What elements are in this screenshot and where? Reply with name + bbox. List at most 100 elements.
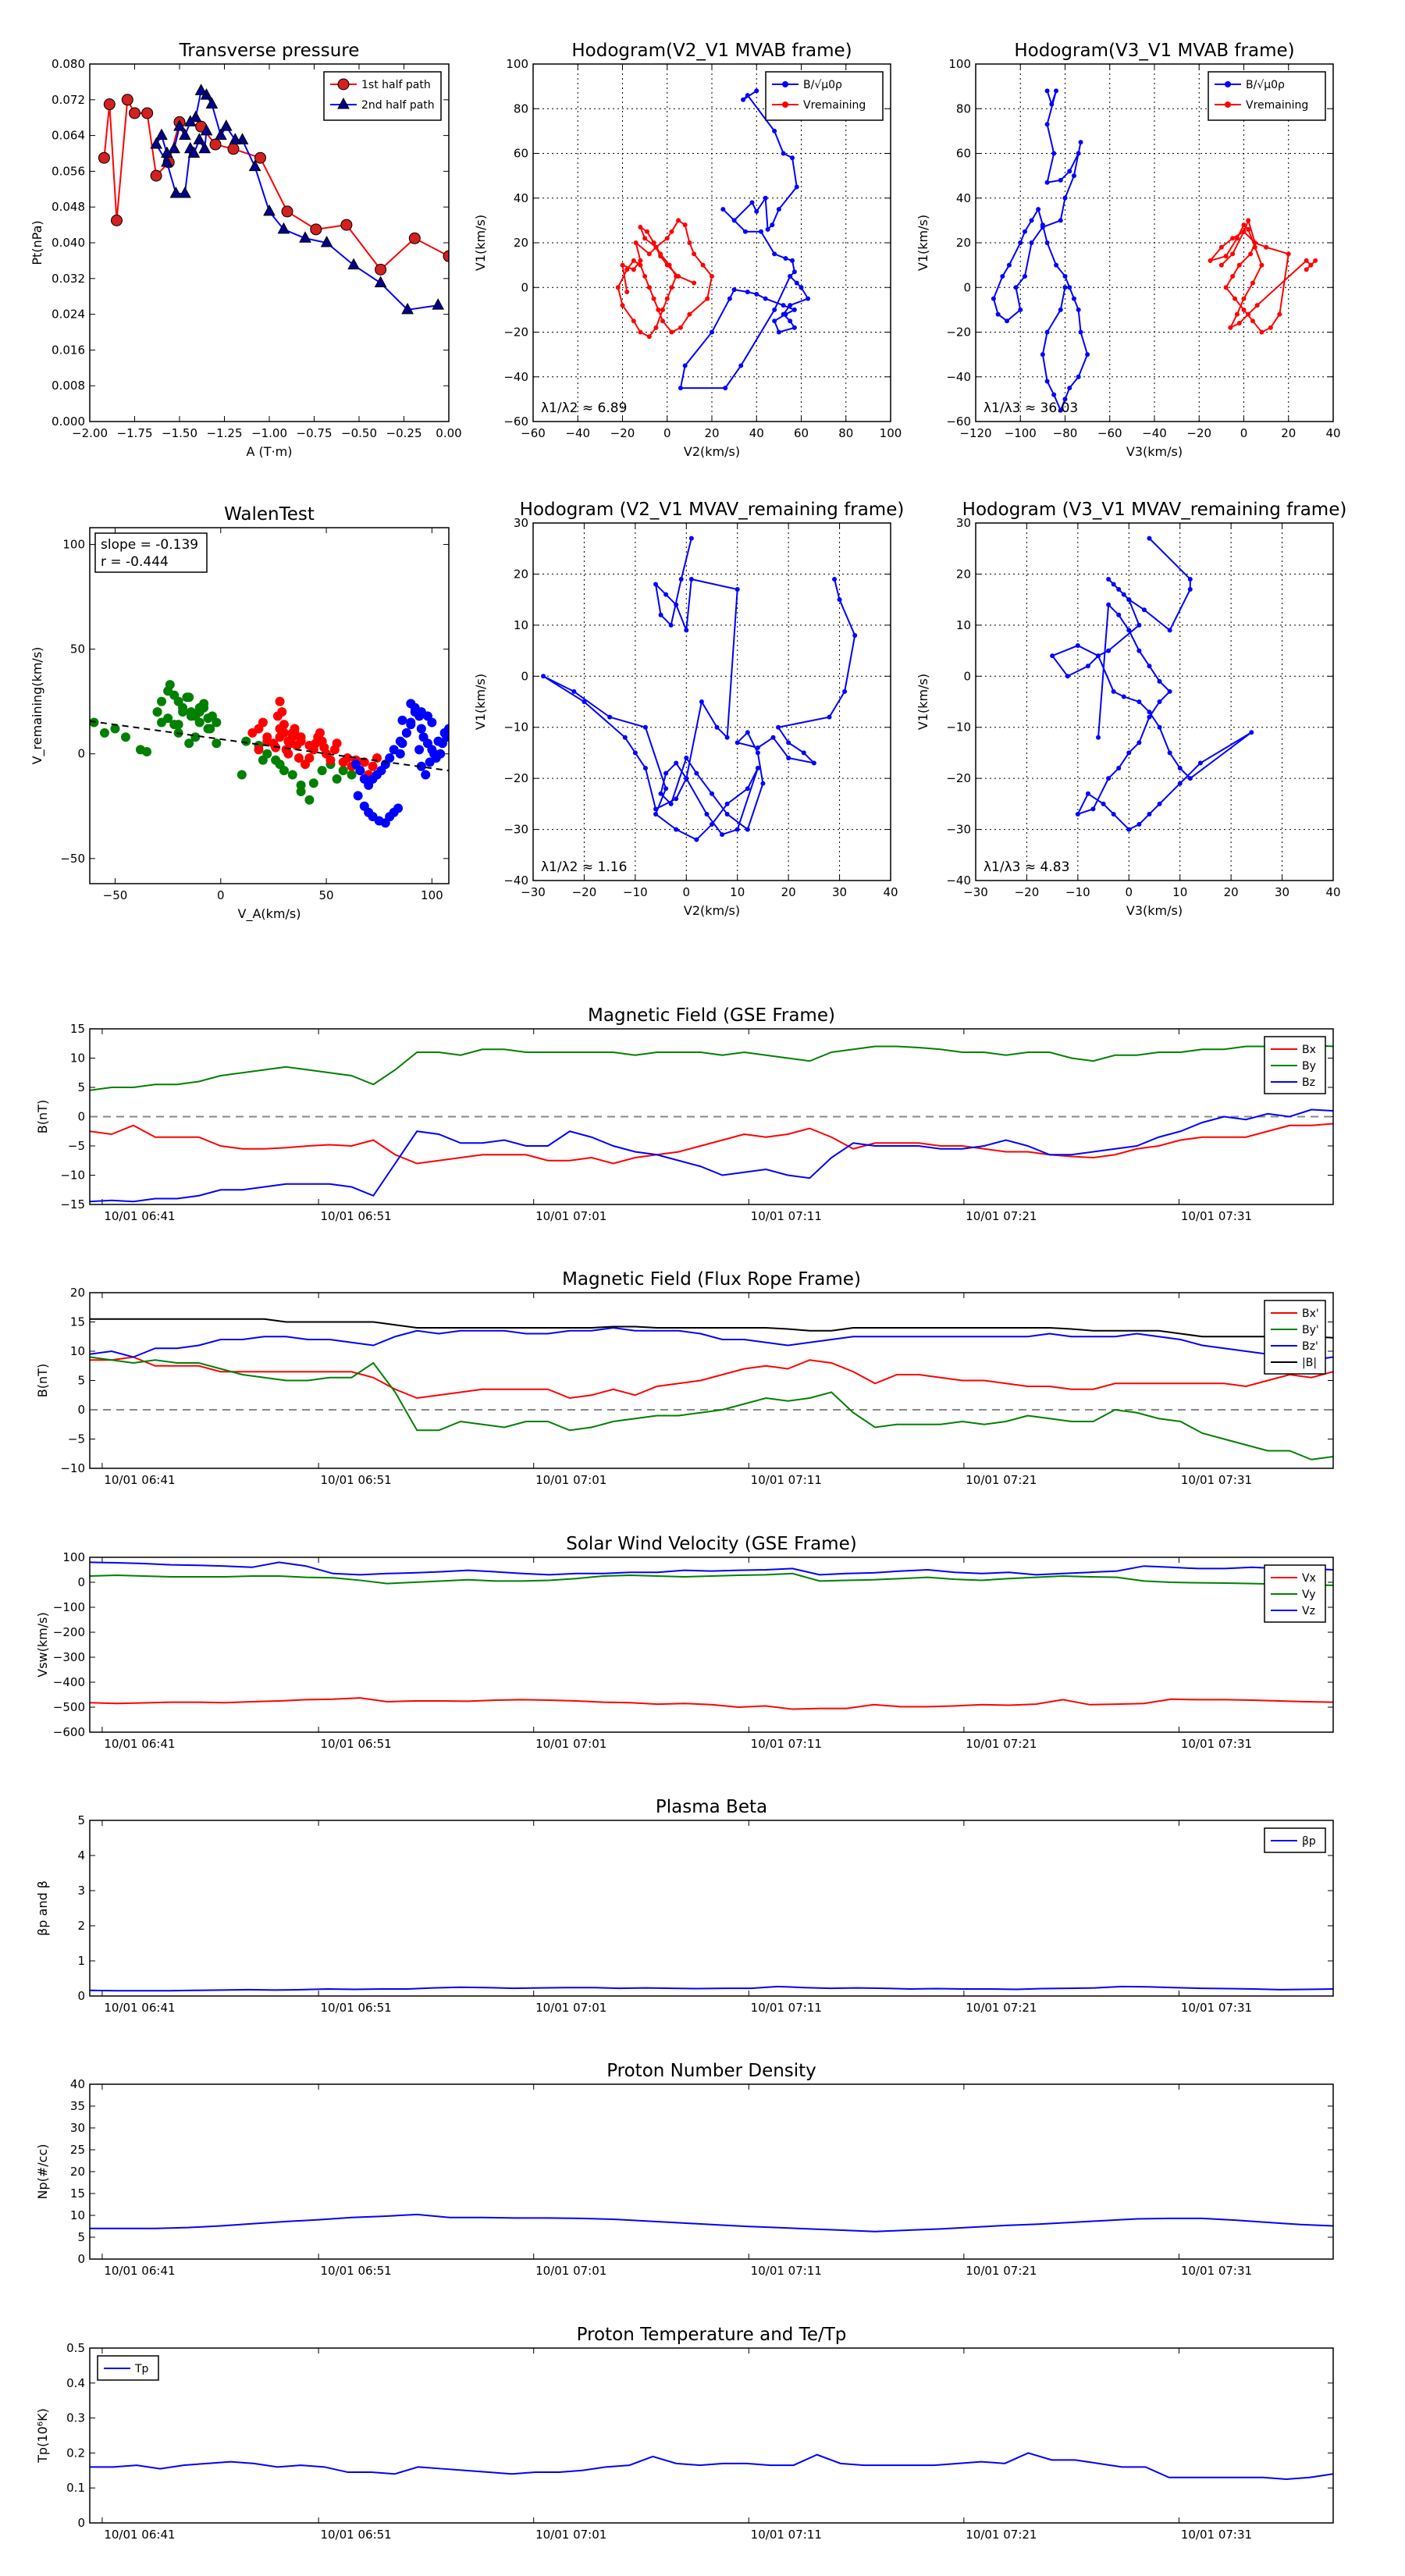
y-tick-label: 5 xyxy=(77,1080,85,1094)
marker-series-b-0- xyxy=(1029,240,1034,245)
chart-title: Hodogram(V2_V1 MVAB frame) xyxy=(571,41,852,61)
marker-series-vremaining xyxy=(638,224,643,229)
marker-series-0 xyxy=(1096,653,1101,659)
legend-label: Vremaining xyxy=(1246,99,1308,112)
point-series-2 xyxy=(442,732,449,742)
marker-series-0 xyxy=(811,760,816,766)
fit-line xyxy=(90,720,449,772)
point-series-0 xyxy=(304,795,315,805)
point-series-1 xyxy=(332,738,342,749)
y-tick-label: 0.048 xyxy=(52,200,85,214)
marker-series-b-0- xyxy=(1040,352,1045,358)
marker-series-0 xyxy=(1177,781,1183,786)
marker-series-vremaining xyxy=(1228,325,1233,330)
marker-series-2nd-half-path xyxy=(161,155,173,167)
chart-title: Magnetic Field (Flux Rope Frame) xyxy=(562,1269,861,1290)
marker-series-b-0- xyxy=(741,97,746,102)
point-series-0 xyxy=(241,736,251,746)
y-tick-label: 15 xyxy=(70,1022,85,1036)
y-tick-label: 0 xyxy=(963,669,971,683)
marker-series-b-0- xyxy=(1071,173,1076,179)
marker-series-vremaining xyxy=(651,296,656,301)
marker-series-b-0- xyxy=(776,207,781,212)
point-series-0 xyxy=(308,778,318,788)
point-series-1 xyxy=(254,745,264,755)
marker-series-b-0- xyxy=(1067,386,1072,391)
marker-series-0 xyxy=(1065,674,1070,679)
x-tick-label: 10/01 06:41 xyxy=(104,1473,175,1487)
y-tick-label: 0 xyxy=(521,280,528,294)
marker-series-0 xyxy=(663,592,669,597)
point-series-2 xyxy=(429,749,439,759)
y-tick-label: 0.5 xyxy=(66,2341,85,2355)
marker-series-vremaining xyxy=(676,218,681,223)
marker-series-0 xyxy=(1106,776,1112,781)
point-series-2 xyxy=(406,699,416,709)
marker-series-b-0- xyxy=(1051,151,1057,156)
x-tick-label: 10/01 07:01 xyxy=(535,2264,606,2278)
marker-series-0 xyxy=(827,714,832,720)
x-tick-label: 10/01 06:41 xyxy=(104,2264,175,2278)
marker-series-0 xyxy=(1157,699,1162,704)
marker-series-0 xyxy=(1141,607,1147,613)
x-tick-label: 10/01 07:11 xyxy=(751,2264,822,2278)
marker-series-vremaining xyxy=(646,285,652,290)
marker-series-0 xyxy=(541,674,546,679)
line-series-vx xyxy=(90,1697,1333,1710)
x-tick-label: 10 xyxy=(730,885,745,899)
point-series-1 xyxy=(343,753,353,763)
marker-series-b-0- xyxy=(682,363,688,368)
point-series-0 xyxy=(347,770,357,780)
marker-series-b-0- xyxy=(754,208,759,214)
x-tick-label: 20 xyxy=(704,426,719,440)
y-tick-label: 10 xyxy=(70,1051,85,1066)
point-series-1 xyxy=(275,732,285,742)
marker-series-b-0- xyxy=(1067,285,1072,290)
chart-mag_gse: Magnetic Field (GSE Frame) −15 −10 −5 0 5 10 15… xyxy=(35,1005,1334,1223)
legend: B/√μ0ρ Vremaining xyxy=(765,71,884,121)
y-tick-label: 5 xyxy=(77,2230,85,2244)
marker-series-2nd-half-path xyxy=(198,141,212,154)
marker-series-0 xyxy=(688,576,694,582)
marker-series-vremaining xyxy=(1313,258,1318,263)
marker-series-b-0- xyxy=(770,222,775,228)
marker-series-b-0- xyxy=(1000,273,1005,279)
x-axis-label: V3(km/s) xyxy=(1126,903,1183,918)
legend-label: Vx xyxy=(1302,1572,1316,1585)
marker-series-0 xyxy=(714,724,720,730)
marker-series-0 xyxy=(642,766,648,771)
marker-series-0 xyxy=(745,730,750,735)
legend-label: |B| xyxy=(1302,1357,1317,1369)
legend-marker xyxy=(782,81,788,87)
x-tick-label: −20 xyxy=(572,885,597,899)
marker-series-0 xyxy=(1187,587,1193,592)
point-series-0 xyxy=(237,770,247,780)
y-tick-label: 0.064 xyxy=(52,129,85,143)
x-axis-label: V2(km/s) xyxy=(684,444,740,459)
y-tick-label: 20 xyxy=(70,2165,85,2179)
marker-series-0 xyxy=(1147,811,1152,817)
marker-series-b-0- xyxy=(1085,352,1090,358)
marker-series-2nd-half-path xyxy=(179,128,191,141)
marker-series-b-0- xyxy=(731,218,737,223)
marker-series-vremaining xyxy=(1250,280,1255,286)
marker-series-1st-half-path xyxy=(340,219,353,231)
axes-frame xyxy=(89,1292,1334,1469)
chart-density: Proton Number Density 0 5 10 15 20 25 30 35 40 10/… xyxy=(35,2061,1334,2278)
marker-series-0 xyxy=(786,755,791,760)
point-series-2 xyxy=(401,728,411,738)
x-tick-label: 10/01 07:11 xyxy=(751,1473,822,1487)
x-axis-label: V_A(km/s) xyxy=(238,906,301,922)
marker-series-1st-half-path xyxy=(129,107,140,119)
x-tick-label: 10/01 07:31 xyxy=(1181,2528,1252,2542)
x-tick-label: 10/01 07:21 xyxy=(966,2264,1037,2278)
marker-series-0 xyxy=(1090,806,1096,812)
y-tick-label: 0.008 xyxy=(52,379,85,393)
marker-series-b-0- xyxy=(754,291,759,297)
x-tick-label: 10/01 06:41 xyxy=(104,1209,175,1223)
marker-series-1st-half-path xyxy=(281,205,293,218)
marker-series-0 xyxy=(720,832,725,838)
marker-series-vremaining xyxy=(1234,236,1240,241)
x-tick-label: 10/01 07:01 xyxy=(535,1737,606,1751)
marker-series-0 xyxy=(1101,801,1106,806)
